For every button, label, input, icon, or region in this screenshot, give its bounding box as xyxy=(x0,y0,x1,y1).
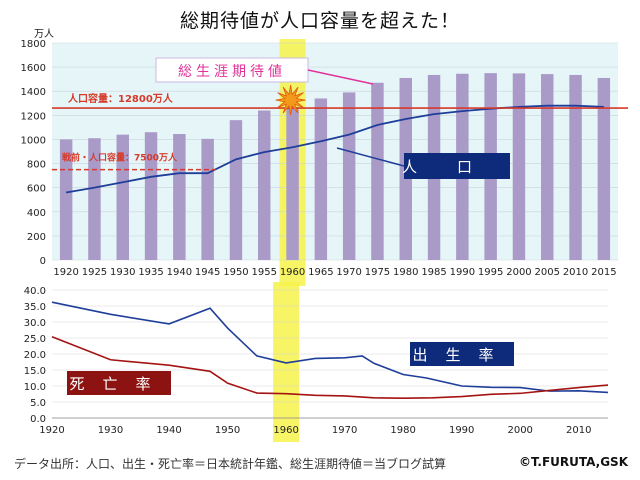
x-tick-label: 1930 xyxy=(98,425,123,436)
x-tick-label: 2000 xyxy=(506,267,531,278)
y-tick-label: 1200 xyxy=(21,111,46,122)
x-tick-label: 1950 xyxy=(223,267,248,278)
y-tick-label: 1800 xyxy=(21,39,46,50)
population-label: 人口 xyxy=(402,158,512,176)
x-tick-label: 1945 xyxy=(195,267,220,278)
y-tick-label: 20.0 xyxy=(24,350,46,361)
bar-total-expectation xyxy=(173,134,186,260)
bar-total-expectation xyxy=(116,134,129,260)
x-tick-label: 1965 xyxy=(308,267,333,278)
y-tick-label: 5.0 xyxy=(30,398,46,409)
x-tick-label: 1950 xyxy=(215,425,240,436)
burst-icon xyxy=(275,85,306,116)
copyright: ©T.FURUTA,GSK xyxy=(519,455,628,469)
x-tick-label: 1990 xyxy=(449,425,474,436)
birth-label: 出生率 xyxy=(412,346,511,364)
bar-total-expectation xyxy=(371,82,384,261)
x-tick-label: 1995 xyxy=(478,267,503,278)
source-note: データ出所：人口、出生・死亡率＝日本統計年鑑、総生涯期待値＝当ブログ試算 xyxy=(14,457,447,471)
y-tick-label: 800 xyxy=(27,160,46,171)
x-tick-label: 2010 xyxy=(566,425,591,436)
population-label-pointer xyxy=(336,147,405,167)
bar-total-expectation xyxy=(229,120,243,261)
bar-total-expectation xyxy=(258,110,271,260)
y-tick-label: 600 xyxy=(27,184,46,195)
y-tick-label: 0.0 xyxy=(30,414,46,425)
death-label-box xyxy=(67,371,171,395)
y-tick-label: 1000 xyxy=(21,135,46,146)
bar-total-expectation xyxy=(569,74,582,260)
bar-total-expectation xyxy=(342,92,356,260)
capacity-label: 人口容量：12800万人 xyxy=(68,92,174,105)
page-title: 総期待値が人口容量を超えた！ xyxy=(179,10,460,32)
bar-total-expectation xyxy=(597,77,611,260)
x-tick-label: 1955 xyxy=(252,267,277,278)
population-label-box xyxy=(404,153,510,179)
bar-total-expectation xyxy=(541,74,554,260)
birth-rate-line xyxy=(51,301,609,394)
y-tick-label: 25.0 xyxy=(24,334,46,345)
y-unit-label: 万人 xyxy=(34,28,54,40)
death-rate-line xyxy=(51,335,609,399)
y-tick-label: 40.0 xyxy=(24,286,46,297)
bottom-chart: 0.0 5.0 10.0 15.0 20.0 25.0 30.0 35.0 40.0 1920 19… xyxy=(24,282,609,442)
bar-total-expectation xyxy=(144,132,158,260)
total-label-pointer xyxy=(307,69,374,85)
y-tick-label: 400 xyxy=(27,208,46,219)
y-tick-label: 10.0 xyxy=(24,382,46,393)
death-label: 死亡率 xyxy=(69,375,168,393)
x-tick-label: 1960 xyxy=(280,267,305,278)
y-tick-label: 1400 xyxy=(21,87,46,98)
x-tick-label: 2005 xyxy=(535,267,560,278)
x-tick-label: 1975 xyxy=(365,267,390,278)
x-tick-label: 1980 xyxy=(390,425,415,436)
y-tick-label: 35.0 xyxy=(24,302,46,313)
x-tick-label: 1990 xyxy=(450,267,475,278)
bar-total-expectation xyxy=(88,138,101,260)
y-tick-label: 30.0 xyxy=(24,318,46,329)
population-line xyxy=(65,104,604,194)
x-tick-label: 1960 xyxy=(273,425,298,436)
total-label: 総生涯期待値 xyxy=(178,64,286,80)
y-tick-label: 15.0 xyxy=(24,366,46,377)
x-tick-label: 1930 xyxy=(110,267,135,278)
x-tick-label: 1940 xyxy=(156,425,181,436)
x-tick-label: 1970 xyxy=(336,267,361,278)
x-tick-label: 1920 xyxy=(53,267,78,278)
x-tick-label: 1925 xyxy=(82,267,107,278)
y-tick-label: 1600 xyxy=(21,63,46,74)
x-tick-label: 2010 xyxy=(563,267,588,278)
x-tick-label: 1940 xyxy=(167,267,192,278)
y-tick-label: 200 xyxy=(27,232,46,243)
x-tick-label: 1980 xyxy=(393,267,418,278)
x-tick-label: 1920 xyxy=(39,425,64,436)
x-tick-label: 1935 xyxy=(138,267,163,278)
bar-total-expectation xyxy=(201,138,214,260)
x-tick-label: 1985 xyxy=(421,267,446,278)
x-tick-label: 1970 xyxy=(332,425,357,436)
prewar-capacity-label: 戦前・人口容量：7500万人 xyxy=(62,152,178,164)
bar-total-expectation xyxy=(314,98,328,260)
x-tick-label: 2015 xyxy=(591,267,616,278)
y-tick-label: 0 xyxy=(40,256,46,267)
bar-total-expectation xyxy=(286,106,299,261)
birth-label-box xyxy=(410,342,514,366)
x-tick-label: 2000 xyxy=(507,425,532,436)
bar-total-expectation xyxy=(512,73,526,260)
